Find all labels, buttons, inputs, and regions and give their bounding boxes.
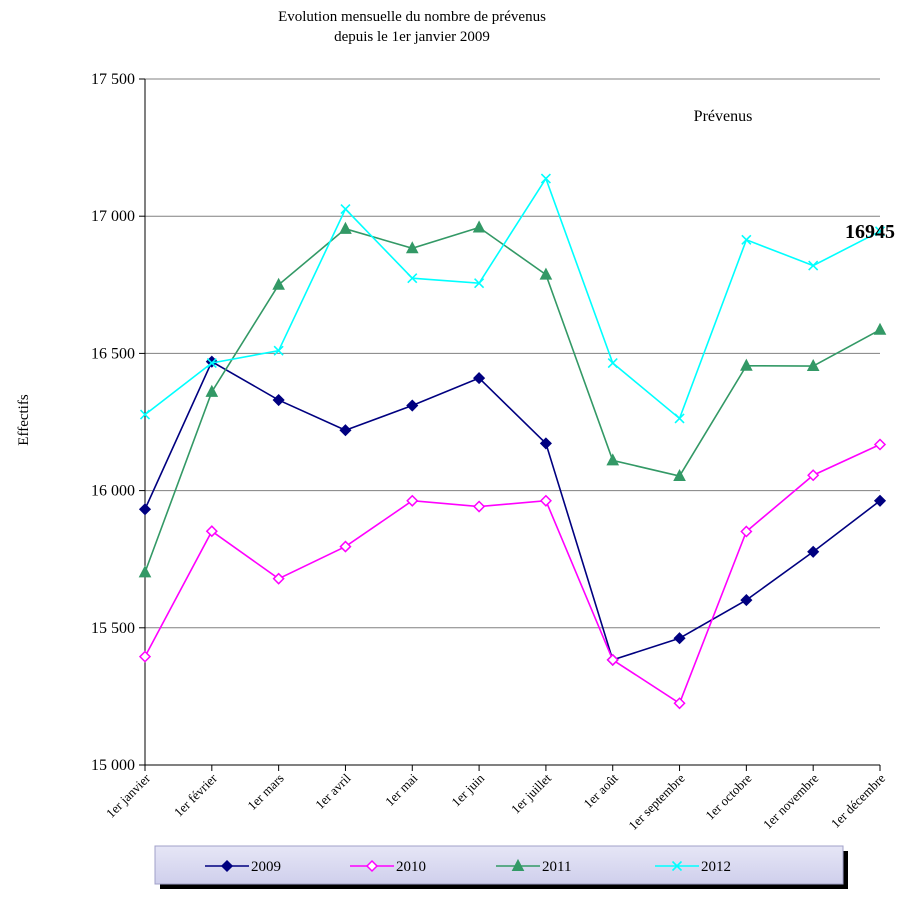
point-2009-11 <box>873 494 887 507</box>
point-2010-4 <box>406 494 419 507</box>
point-2011-3 <box>339 221 352 234</box>
point-2012-6 <box>540 173 551 184</box>
legend-item-2012: 2012 <box>655 859 731 875</box>
series-group <box>138 173 887 710</box>
chart-title-line1: Evolution mensuelle du nombre de prévenu… <box>278 9 546 25</box>
point-2012-2 <box>273 345 284 356</box>
legend-box <box>154 845 844 885</box>
y-tick-label-3: 16 500 <box>91 345 135 362</box>
point-2009-6 <box>539 437 552 450</box>
series-line-2011 <box>144 226 881 573</box>
point-2010-11 <box>873 438 887 451</box>
point-2011-2 <box>272 277 285 290</box>
series-2012 <box>139 173 886 424</box>
series-2009 <box>138 355 887 666</box>
y-tick-label-0: 15 000 <box>91 757 135 774</box>
legend-item-2010: 2010 <box>350 859 426 875</box>
point-2011-11 <box>873 322 887 335</box>
series-2010 <box>138 438 887 710</box>
x-tick-label-2: 1er mars <box>244 771 287 814</box>
x-tick-label-11: 1er décembre <box>828 770 889 831</box>
x-tick-label-8: 1er septembre <box>625 770 688 833</box>
point-2010-8 <box>673 697 686 710</box>
point-2009-3 <box>339 424 352 437</box>
point-2011-10 <box>806 358 820 372</box>
point-2009-2 <box>272 393 285 407</box>
y-axis-label: Effectifs <box>16 394 32 446</box>
point-2009-10 <box>807 545 820 558</box>
point-2011-6 <box>539 267 553 280</box>
x-tick-label-9: 1er octobre <box>702 770 754 822</box>
point-2010-1 <box>205 525 218 538</box>
x-tick-label-5: 1er juin <box>448 770 487 809</box>
point-2011-8 <box>673 468 686 482</box>
axes <box>139 78 881 771</box>
point-2010-0 <box>138 650 152 663</box>
legend-label-2012: 2012 <box>701 859 731 875</box>
y-tick-label-5: 17 500 <box>91 71 135 88</box>
point-2009-9 <box>740 594 753 607</box>
legend-marker-2012 <box>671 860 683 872</box>
point-2010-7 <box>606 653 619 666</box>
x-tick-labels: 1er janvier 1er février 1er mars 1er avril 1… <box>103 770 888 833</box>
point-2012-10 <box>808 260 819 271</box>
point-2009-8 <box>673 632 686 645</box>
y-tick-labels: 15 000 15 500 16 000 16 500 17 000 17 500 <box>91 71 135 774</box>
point-2012-8 <box>674 413 685 424</box>
point-2011-1 <box>205 384 219 397</box>
point-2010-6 <box>539 494 552 507</box>
point-2012-3 <box>340 204 351 215</box>
point-2010-3 <box>339 540 352 553</box>
y-tick-label-1: 15 500 <box>91 620 135 637</box>
point-2012-1 <box>206 357 217 369</box>
point-2009-5 <box>473 372 486 385</box>
point-2011-9 <box>740 358 753 371</box>
point-2012-7 <box>607 357 618 369</box>
y-tick-label-2: 16 000 <box>91 483 135 500</box>
point-2009-4 <box>406 399 419 412</box>
point-2012-9 <box>741 234 752 245</box>
legend-label-2009: 2009 <box>251 859 281 875</box>
x-tick-label-0: 1er janvier <box>103 770 154 821</box>
point-2012-11 <box>874 226 886 237</box>
legend-marker-2009 <box>220 859 234 873</box>
x-tick-label-10: 1er novembre <box>760 770 822 832</box>
point-2011-7 <box>606 453 620 466</box>
x-tick-label-4: 1er mai <box>382 770 421 809</box>
series-line-2010 <box>144 443 881 705</box>
point-2010-9 <box>740 525 753 538</box>
legend-label-2010: 2010 <box>396 859 426 875</box>
legend: 2009 2010 2011 2012 <box>154 845 848 889</box>
point-2012-5 <box>474 278 485 289</box>
x-tick-label-6: 1er juillet <box>508 770 554 816</box>
series-line-2012 <box>144 176 881 420</box>
chart-title-line2: depuis le 1er janvier 2009 <box>334 29 490 45</box>
point-2010-10 <box>807 469 820 482</box>
point-2011-5 <box>472 220 486 233</box>
x-tick-label-3: 1er avril <box>312 770 354 812</box>
x-tick-label-1: 1er février <box>171 770 221 820</box>
legend-item-2011: 2011 <box>496 858 571 875</box>
point-2010-2 <box>272 572 285 585</box>
legend-item-2009: 2009 <box>205 859 281 875</box>
point-2011-4 <box>405 241 419 254</box>
series-line-2009 <box>144 360 881 661</box>
legend-label-2011: 2011 <box>542 859 571 875</box>
point-2011-0 <box>138 565 152 578</box>
legend-marker-2010 <box>365 859 379 873</box>
legend-marker-2011 <box>511 858 525 871</box>
inner-label: Prévenus <box>694 108 753 125</box>
point-2009-0 <box>138 503 152 516</box>
point-2012-4 <box>407 273 418 284</box>
point-2012-0 <box>139 409 151 420</box>
gridlines <box>145 78 880 629</box>
series-2011 <box>138 220 887 578</box>
x-tick-label-7: 1er août <box>580 770 621 811</box>
point-2010-5 <box>473 500 486 513</box>
last-value-annotation: 16945 <box>845 221 895 243</box>
y-tick-label-4: 17 000 <box>91 208 135 225</box>
